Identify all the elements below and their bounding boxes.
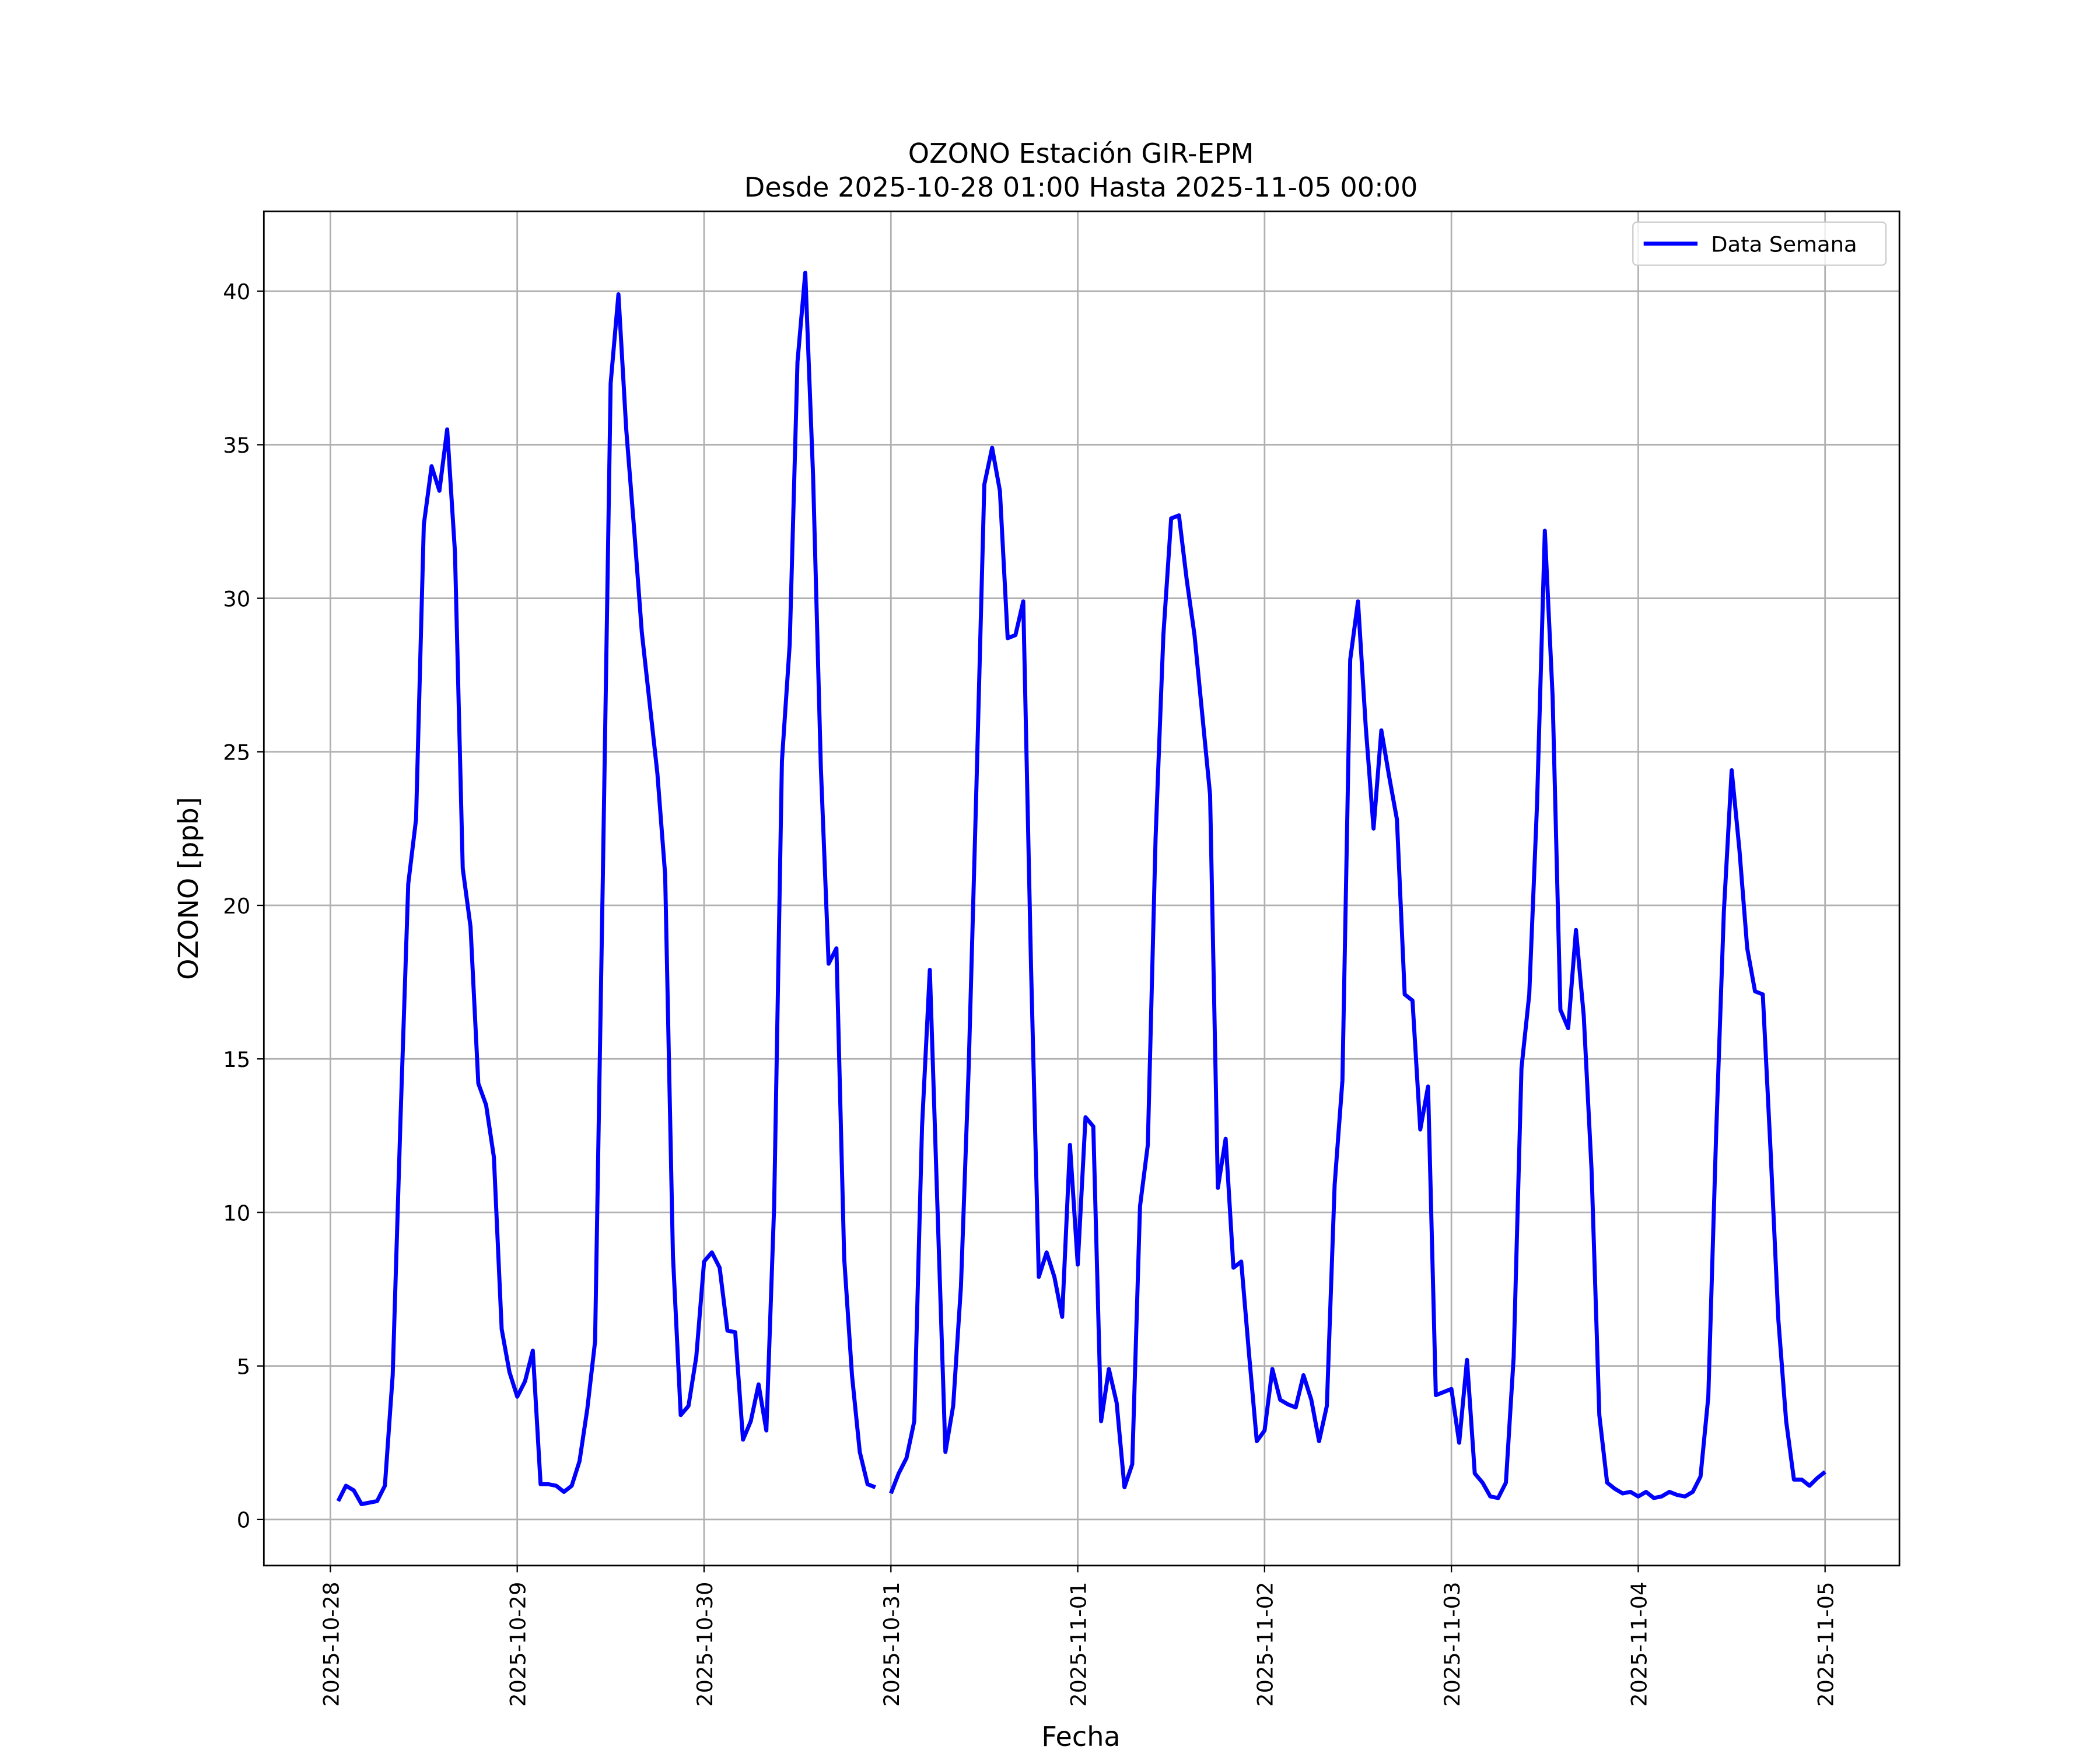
x-tick-label: 2025-11-03 <box>1440 1582 1465 1707</box>
chart-subtitle: Desde 2025-10-28 01:00 Hasta 2025-11-05 … <box>744 172 1418 203</box>
y-tick-label: 0 <box>237 1508 250 1533</box>
x-tick-label: 2025-10-28 <box>318 1582 344 1707</box>
legend-label: Data Semana <box>1711 232 1857 257</box>
legend: Data Semana <box>1632 221 1887 266</box>
y-tick-label: 20 <box>223 894 250 919</box>
y-tick-label: 35 <box>223 433 250 458</box>
x-tick-label: 2025-10-30 <box>692 1582 718 1707</box>
x-axis-label: Fecha <box>1041 1721 1120 1750</box>
y-tick-label: 5 <box>237 1354 250 1380</box>
y-tick-label: 10 <box>223 1200 250 1226</box>
data-line <box>336 271 1826 1507</box>
x-tick-label: 2025-10-31 <box>879 1582 904 1707</box>
x-tick-label: 2025-11-04 <box>1626 1582 1651 1707</box>
chart-title: OZONO Estación GIR-EPM <box>908 138 1254 169</box>
plot-area: 0 5 10 15 20 25 30 35 40 2025-10-28 2025-10-29 2025… <box>223 210 1901 1707</box>
x-tick-label: 2025-11-01 <box>1066 1582 1091 1707</box>
y-tick-label: 40 <box>223 279 250 304</box>
x-tick-label: 2025-10-29 <box>506 1582 531 1707</box>
plot-frame <box>262 210 1901 1567</box>
y-tick-label: 30 <box>223 586 250 611</box>
legend-box <box>1632 221 1887 266</box>
x-tick-label: 2025-11-02 <box>1253 1582 1278 1707</box>
y-tick-label: 25 <box>223 740 250 765</box>
y-tick-label: 15 <box>223 1047 250 1072</box>
x-tick-label: 2025-11-05 <box>1814 1582 1839 1707</box>
y-axis-label: OZONO [ppb] <box>173 797 204 980</box>
